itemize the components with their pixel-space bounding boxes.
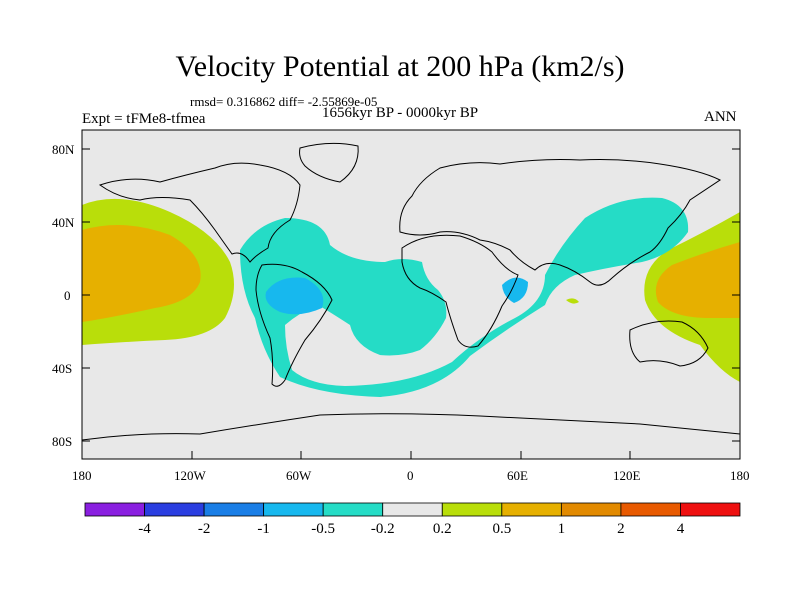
colorbar-label-2: -1: [257, 521, 270, 537]
coast-australia: [629, 320, 709, 367]
lon-label-0: 0: [407, 468, 414, 483]
colorbar-label-7: 1: [558, 521, 566, 537]
lon-label-60w: 60W: [286, 468, 312, 483]
colorbar-box: [322, 502, 384, 517]
lon-label-120w: 120W: [174, 468, 207, 483]
experiment-label: Expt = tFMe8-tfmea: [82, 111, 206, 127]
lon-label-120e: 120E: [613, 468, 641, 483]
colorbar-box: [263, 502, 324, 517]
colorbar-box: [382, 502, 443, 517]
coast-africa: [401, 234, 519, 348]
lat-label-80s: 80S: [52, 434, 72, 449]
colorbar: [84, 502, 741, 517]
contour-neg-tropical-band: [240, 197, 689, 397]
lon-label-60e: 60E: [507, 468, 528, 483]
colorbar-label-8: 2: [617, 521, 625, 537]
colorbar-label-0: -4: [138, 521, 151, 537]
lat-label-40s: 40S: [52, 361, 72, 376]
contour-fills: [82, 197, 740, 397]
colorbar-label-3: -0.5: [311, 521, 335, 537]
colorbar-box: [560, 502, 622, 517]
colorbar-box: [501, 502, 562, 517]
lat-label-0: 0: [64, 288, 71, 303]
lat-axis: 80N 40N 0 40S 80S: [52, 142, 740, 449]
colorbar-box: [203, 502, 265, 517]
coast-south-america: [255, 263, 333, 387]
contour-neg-amazon: [265, 277, 324, 315]
lon-label-180e: 180: [730, 468, 750, 483]
lat-label-80n: 80N: [52, 142, 75, 157]
coast-antarctica: [81, 413, 741, 441]
colorbar-box: [84, 502, 145, 517]
colorbar-labels: -4 -2 -1 -0.5 -0.2 0.2 0.5 1 2 4: [138, 521, 684, 537]
coastlines: [81, 142, 741, 441]
colorbar-box: [680, 502, 741, 517]
colorbar-label-6: 0.5: [492, 521, 511, 537]
lon-label-180w: 180: [72, 468, 92, 483]
coast-greenland: [299, 142, 359, 183]
lat-label-40n: 40N: [52, 215, 75, 230]
colorbar-label-5: 0.2: [433, 521, 452, 537]
contour-pos-east-pacific-inner: [82, 225, 201, 322]
period-label: 1656kyr BP - 0000kyr BP: [322, 105, 479, 121]
colorbar-box: [144, 502, 205, 517]
colorbar-box: [441, 502, 503, 517]
stats-line: rmsd= 0.316862 diff= -2.55869e-05: [190, 94, 378, 109]
colorbar-label-4: -0.2: [371, 521, 395, 537]
contour-pos-indian-ocean-small: [566, 298, 579, 304]
page-title: Velocity Potential at 200 hPa (km2/s): [175, 50, 625, 83]
coast-europe-asia: [399, 159, 721, 286]
colorbar-label-1: -2: [198, 521, 211, 537]
coast-north-america: [98, 162, 301, 263]
colorbar-label-9: 4: [677, 521, 685, 537]
colorbar-box: [620, 502, 681, 517]
season-label: ANN: [704, 109, 737, 125]
contour-pos-west-pacific-inner: [655, 242, 740, 318]
lon-axis: 180 120W 60W 0 60E 120E 180: [72, 451, 750, 483]
